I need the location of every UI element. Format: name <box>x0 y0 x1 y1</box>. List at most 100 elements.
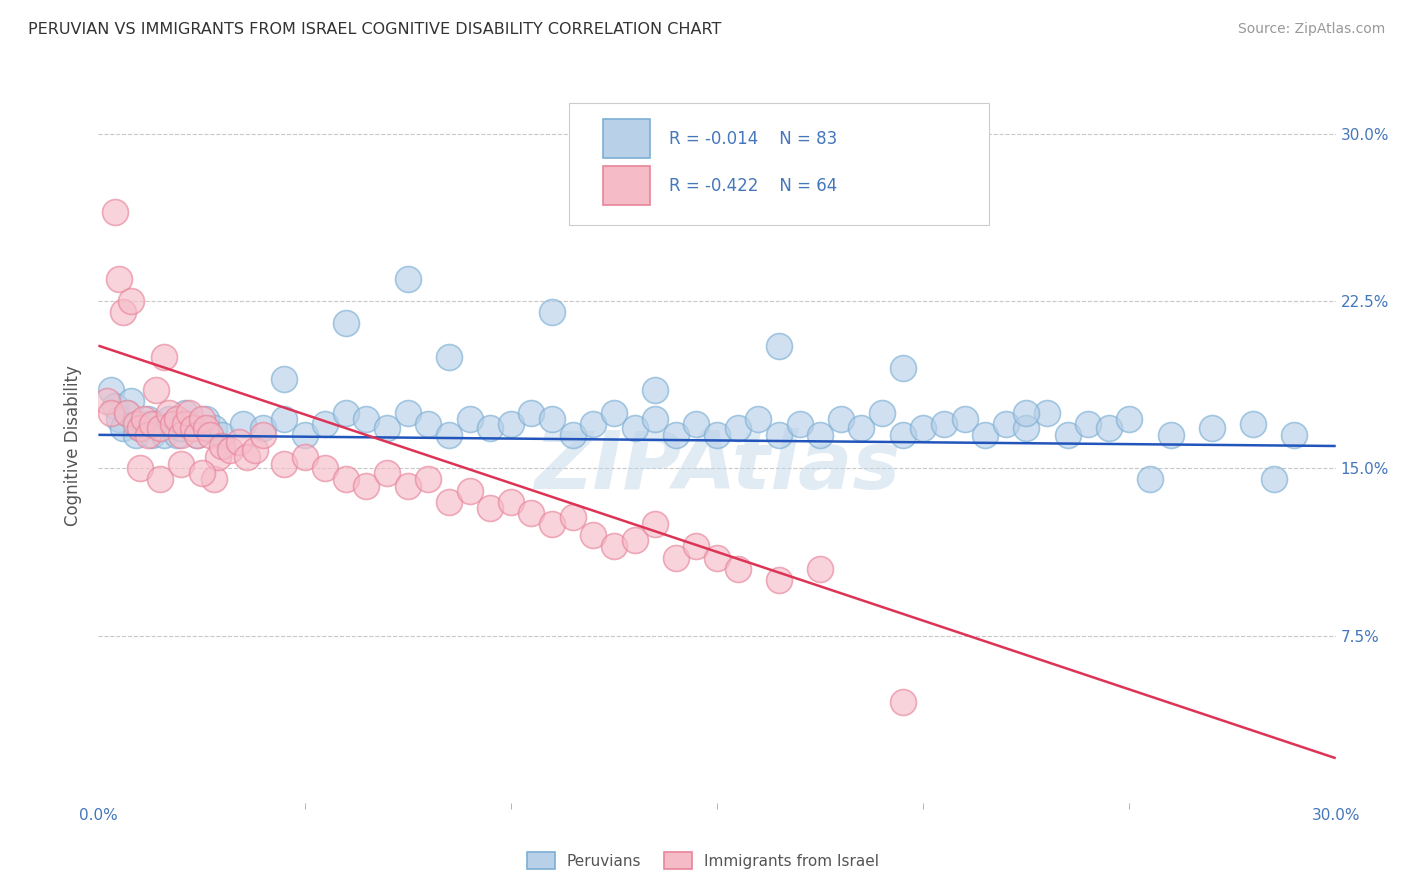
Point <box>644 384 666 398</box>
Point <box>117 405 139 420</box>
Point <box>174 417 197 431</box>
Point <box>294 450 316 464</box>
Point <box>112 305 135 319</box>
Point <box>768 573 790 587</box>
Point <box>186 428 208 442</box>
Text: R = -0.014    N = 83: R = -0.014 N = 83 <box>669 130 837 148</box>
Point <box>108 271 131 285</box>
Point <box>1077 417 1099 431</box>
Point <box>166 412 188 426</box>
Point <box>124 417 146 431</box>
Point <box>179 405 201 420</box>
Point <box>96 394 118 409</box>
Point <box>335 317 357 331</box>
Point <box>273 412 295 426</box>
Point <box>870 405 893 420</box>
Point <box>136 428 159 442</box>
Point <box>891 360 914 375</box>
Point <box>186 428 208 442</box>
Point <box>541 517 564 532</box>
Point <box>228 434 250 449</box>
Point <box>1263 473 1285 487</box>
Text: R = -0.422    N = 64: R = -0.422 N = 64 <box>669 177 837 194</box>
Text: ZIPAtlas: ZIPAtlas <box>534 428 900 507</box>
Point <box>891 696 914 710</box>
Point <box>252 421 274 435</box>
Point <box>211 439 233 453</box>
Point <box>375 421 398 435</box>
Point <box>706 550 728 565</box>
Point <box>236 450 259 464</box>
Point <box>768 338 790 352</box>
Point <box>499 417 522 431</box>
Point <box>375 466 398 480</box>
Point <box>153 350 176 364</box>
Point <box>479 501 502 516</box>
Point <box>141 428 163 442</box>
Point <box>170 421 193 435</box>
Point <box>211 428 233 442</box>
Point <box>685 417 707 431</box>
Point <box>149 473 172 487</box>
Point <box>665 550 688 565</box>
Point <box>170 428 193 442</box>
FancyBboxPatch shape <box>568 103 990 225</box>
Text: Source: ZipAtlas.com: Source: ZipAtlas.com <box>1237 22 1385 37</box>
Point <box>1139 473 1161 487</box>
Point <box>499 494 522 508</box>
Point <box>561 428 583 442</box>
Point <box>157 405 180 420</box>
Point <box>603 405 626 420</box>
Point <box>437 350 460 364</box>
Point <box>830 412 852 426</box>
Point <box>104 399 127 413</box>
Point <box>644 412 666 426</box>
Point <box>727 562 749 576</box>
Point <box>458 412 481 426</box>
Point <box>665 428 688 442</box>
Point <box>974 428 997 442</box>
Point <box>356 412 378 426</box>
Point <box>162 417 184 431</box>
Point <box>582 528 605 542</box>
Point <box>520 506 543 520</box>
Point <box>541 412 564 426</box>
Point <box>243 443 266 458</box>
Point <box>141 417 163 431</box>
Point <box>112 421 135 435</box>
Point <box>1160 428 1182 442</box>
Point <box>117 405 139 420</box>
Point <box>108 412 131 426</box>
Point <box>623 421 645 435</box>
Point <box>541 305 564 319</box>
Y-axis label: Cognitive Disability: Cognitive Disability <box>65 366 83 526</box>
Point <box>145 417 167 431</box>
Point <box>128 421 150 435</box>
Point <box>768 428 790 442</box>
Point <box>219 443 242 458</box>
Point <box>932 417 955 431</box>
Point <box>136 412 159 426</box>
Point <box>252 428 274 442</box>
Text: PERUVIAN VS IMMIGRANTS FROM ISRAEL COGNITIVE DISABILITY CORRELATION CHART: PERUVIAN VS IMMIGRANTS FROM ISRAEL COGNI… <box>28 22 721 37</box>
Point <box>418 473 440 487</box>
Point <box>335 473 357 487</box>
Point <box>124 428 146 442</box>
Point <box>190 412 212 426</box>
Point <box>128 461 150 475</box>
Point <box>437 428 460 442</box>
Point <box>335 405 357 420</box>
Point <box>132 417 155 431</box>
Point <box>1015 405 1038 420</box>
Point <box>100 384 122 398</box>
Point <box>1201 421 1223 435</box>
Point <box>100 405 122 420</box>
Point <box>170 457 193 471</box>
Bar <box>603 120 650 159</box>
Point <box>314 417 336 431</box>
Point <box>145 384 167 398</box>
Point <box>294 428 316 442</box>
Point <box>128 421 150 435</box>
Point <box>891 428 914 442</box>
Point <box>644 517 666 532</box>
